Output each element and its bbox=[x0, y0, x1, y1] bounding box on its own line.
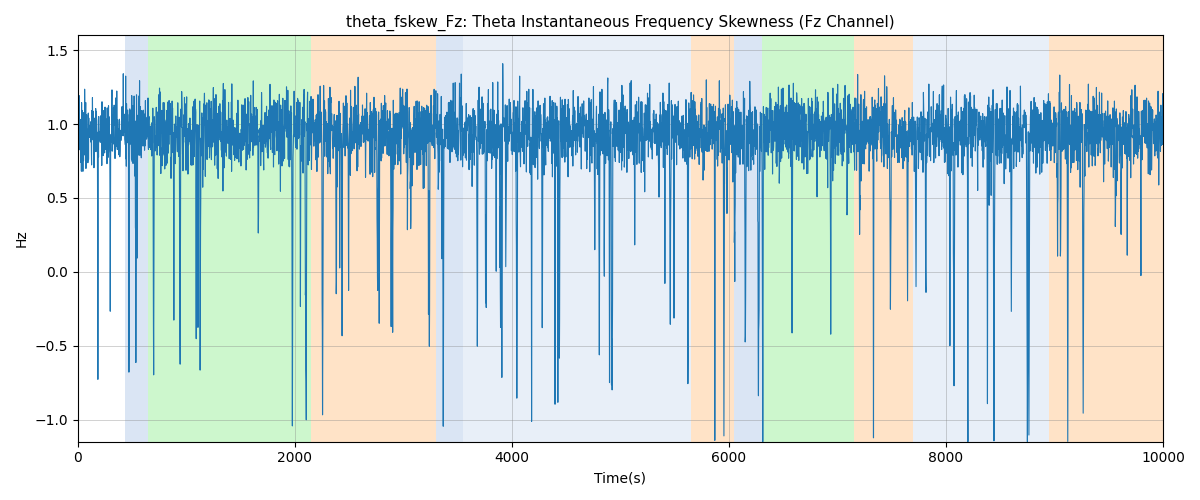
Bar bbox=[463, 36, 691, 442]
Bar bbox=[1049, 36, 1163, 442]
Bar bbox=[734, 36, 762, 442]
Y-axis label: Hz: Hz bbox=[14, 230, 29, 248]
Bar bbox=[436, 36, 463, 442]
Bar bbox=[762, 36, 853, 442]
Bar bbox=[125, 36, 149, 442]
Bar bbox=[311, 36, 436, 442]
Bar bbox=[691, 36, 734, 442]
Title: theta_fskew_Fz: Theta Instantaneous Frequency Skewness (Fz Channel): theta_fskew_Fz: Theta Instantaneous Freq… bbox=[346, 15, 895, 31]
Bar bbox=[853, 36, 913, 442]
Bar bbox=[913, 36, 1049, 442]
Bar bbox=[149, 36, 311, 442]
X-axis label: Time(s): Time(s) bbox=[594, 471, 647, 485]
